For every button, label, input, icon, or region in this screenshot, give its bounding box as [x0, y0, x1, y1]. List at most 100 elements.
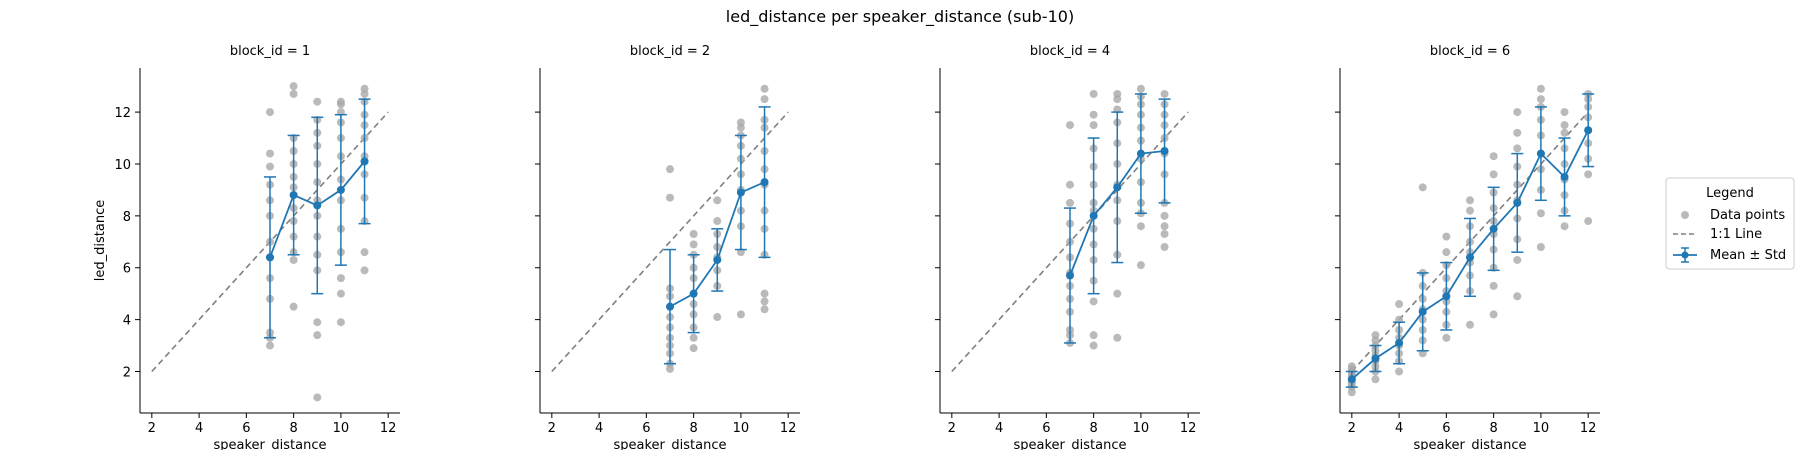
mean-marker — [266, 253, 274, 262]
mean-marker — [1395, 338, 1404, 347]
y-tick-label: 12 — [114, 106, 131, 121]
data-point — [1136, 222, 1145, 231]
y-axis-label: led_distance — [93, 200, 108, 281]
mean-marker — [313, 201, 322, 210]
y-tick-label: 4 — [123, 314, 131, 329]
data-point — [689, 333, 698, 342]
mean-marker — [360, 157, 369, 166]
data-point — [713, 217, 722, 226]
data-point — [336, 289, 345, 298]
data-point — [1066, 121, 1074, 130]
data-point — [1466, 320, 1474, 329]
data-point — [1513, 128, 1522, 137]
data-point — [313, 318, 322, 327]
x-tick-label: 2 — [148, 421, 156, 436]
subplot-title: block_id = 4 — [1030, 44, 1110, 59]
mean-marker — [713, 255, 722, 264]
x-tick-label: 10 — [333, 421, 350, 436]
y-tick-label: 10 — [114, 158, 131, 173]
x-tick-label: 4 — [595, 421, 603, 436]
data-point — [713, 313, 722, 322]
mean-marker — [1371, 354, 1380, 363]
data-point — [1136, 84, 1145, 93]
mean-marker — [1347, 375, 1356, 384]
subplots: block_id = 1 2 4 6 8 10 12 2 4 6 8 10 12 speaker_dist… — [93, 44, 1600, 450]
legend-frame — [1665, 177, 1795, 270]
subplot-title: block_id = 6 — [1430, 44, 1510, 59]
data-point — [1560, 108, 1569, 117]
mean-marker — [1442, 292, 1451, 301]
x-tick-label: 6 — [1442, 421, 1450, 436]
data-point — [1113, 89, 1122, 98]
mean-marker — [1489, 224, 1498, 233]
mean-marker — [760, 178, 769, 187]
mean-marker — [1089, 211, 1098, 220]
data-point — [1442, 333, 1451, 342]
data-point — [1536, 84, 1545, 93]
mean-marker — [689, 289, 698, 298]
data-point — [1584, 217, 1593, 226]
x-tick-label: 8 — [289, 421, 297, 436]
data-point — [713, 196, 722, 205]
data-point — [266, 341, 274, 350]
data-point — [760, 95, 769, 104]
data-point — [1160, 89, 1169, 98]
legend-entry-mean: Mean ± Std — [1710, 248, 1786, 263]
data-point — [1442, 248, 1451, 257]
data-point — [1584, 170, 1593, 179]
data-point — [1442, 232, 1451, 241]
data-point — [760, 289, 769, 298]
data-point — [289, 89, 298, 98]
subplot-4: block_id = 6 2 4 6 8 10 12 speaker_distance — [1335, 44, 1600, 450]
y-tick-label: 2 — [123, 365, 131, 380]
data-point — [1371, 375, 1380, 384]
data-point — [736, 310, 745, 319]
x-tick-label: 12 — [780, 421, 797, 436]
x-tick-label: 8 — [689, 421, 697, 436]
data-point — [313, 331, 322, 340]
data-point — [1136, 261, 1145, 270]
x-tick-label: 10 — [1533, 421, 1550, 436]
x-axis-label: speaker_distance — [1414, 438, 1527, 450]
data-point — [1066, 198, 1074, 207]
data-point — [360, 248, 369, 257]
subplot-title: block_id = 1 — [230, 44, 310, 59]
data-point — [666, 165, 674, 174]
mean-marker — [1418, 307, 1427, 316]
mean-marker — [1113, 183, 1122, 192]
data-point — [1160, 222, 1169, 231]
identity-line — [551, 111, 789, 373]
mean-marker — [289, 191, 298, 200]
x-tick-label: 12 — [1180, 421, 1197, 436]
data-point — [360, 266, 369, 275]
data-point — [1513, 108, 1522, 117]
data-point — [1395, 367, 1404, 376]
x-tick-label: 10 — [733, 421, 750, 436]
data-point — [1089, 110, 1098, 119]
figure-title: led_distance per speaker_distance (sub-1… — [726, 7, 1074, 27]
data-point — [289, 82, 298, 91]
x-tick-label: 8 — [1489, 421, 1497, 436]
data-point — [336, 274, 345, 283]
x-tick-label: 4 — [1395, 421, 1403, 436]
x-tick-label: 8 — [1089, 421, 1097, 436]
data-point — [1536, 209, 1545, 218]
x-tick-label: 12 — [380, 421, 397, 436]
data-point — [1395, 300, 1404, 309]
x-tick-label: 10 — [1133, 421, 1150, 436]
data-point — [1560, 121, 1569, 130]
x-axis-label: speaker_distance — [1014, 438, 1127, 450]
x-tick-label: 2 — [548, 421, 556, 436]
data-point — [1560, 222, 1569, 231]
legend-points-swatch — [1681, 211, 1689, 219]
data-point — [760, 84, 769, 93]
legend-entry-identity: 1:1 Line — [1710, 227, 1762, 242]
mean-marker — [666, 302, 674, 311]
data-point — [1418, 183, 1427, 192]
data-point — [1489, 152, 1498, 161]
x-tick-label: 4 — [995, 421, 1003, 436]
mean-marker — [336, 185, 345, 194]
data-point — [760, 297, 769, 306]
legend-title: Legend — [1706, 186, 1754, 201]
